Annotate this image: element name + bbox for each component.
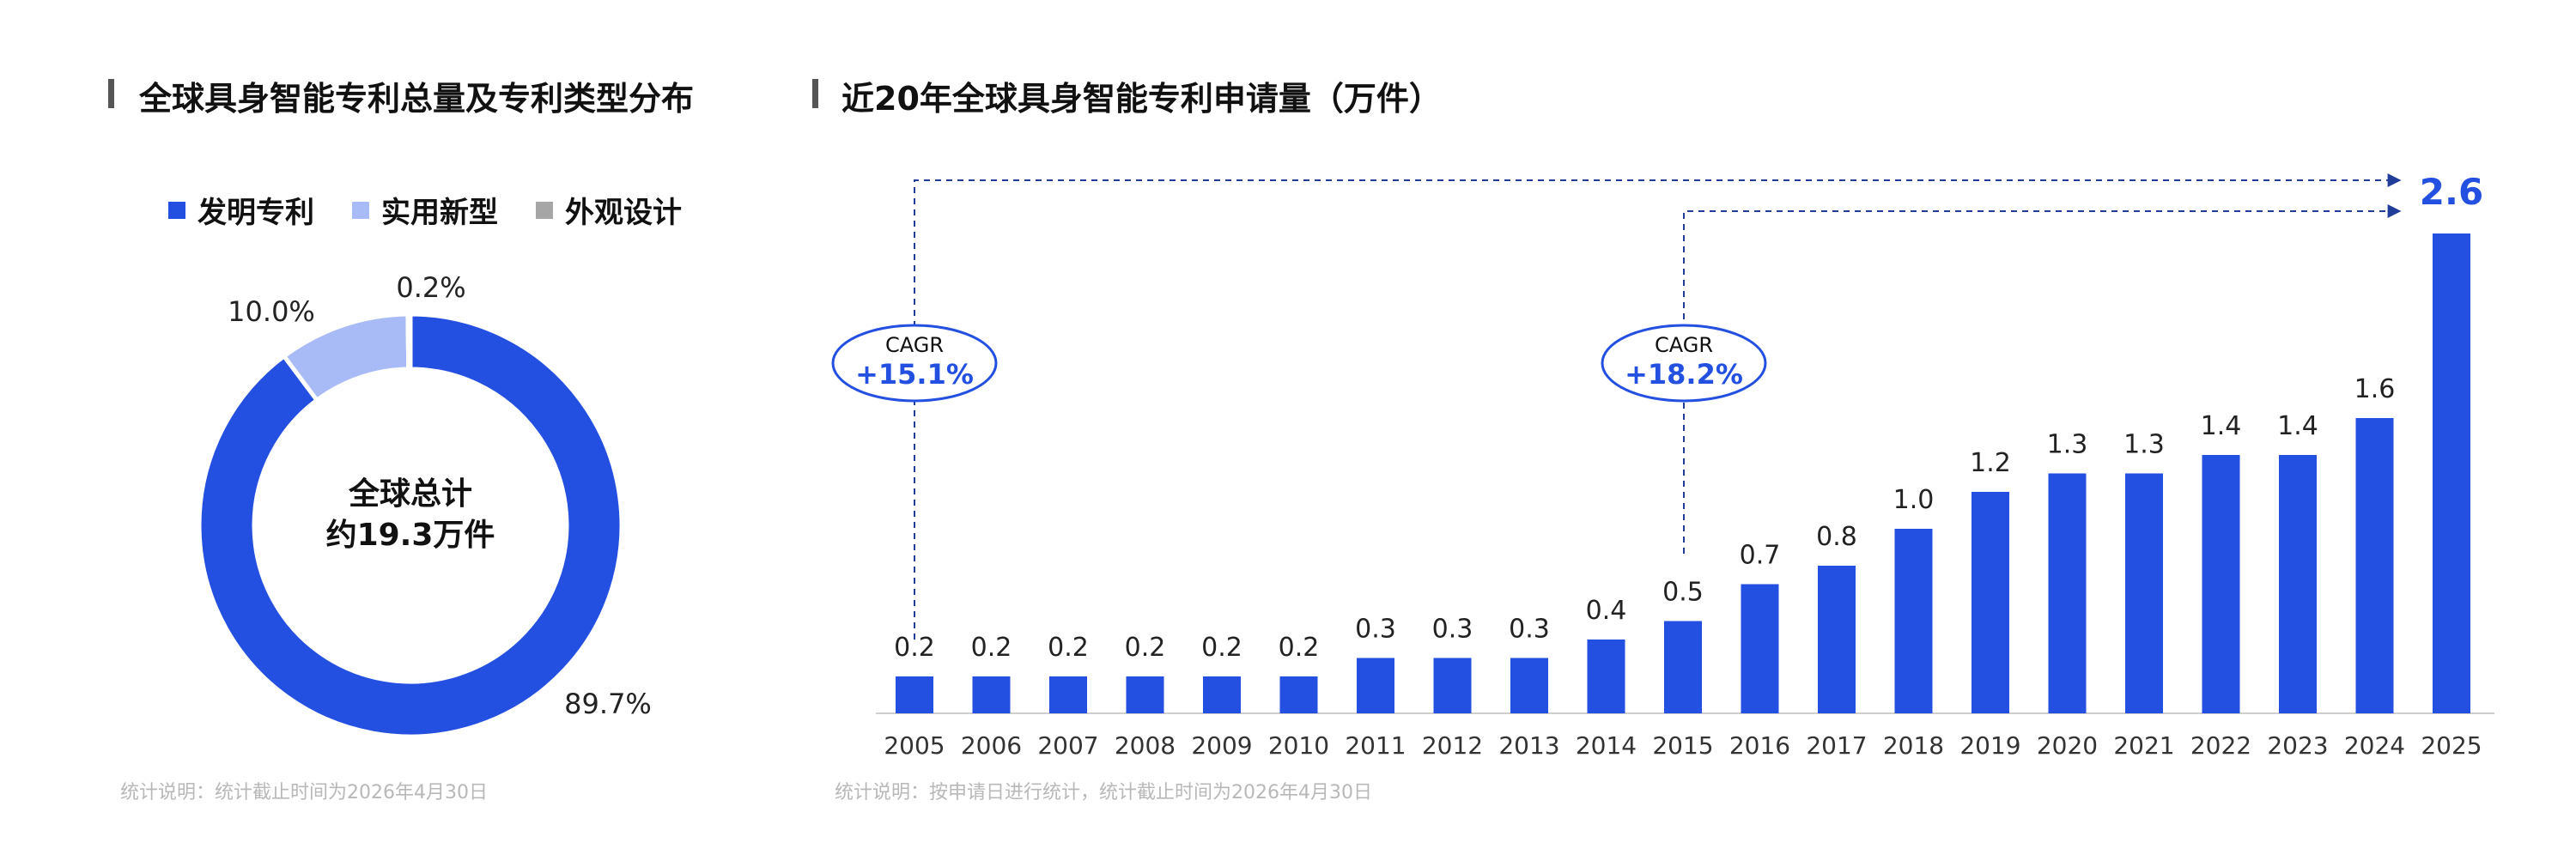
bar-value-label-2016: 0.7 — [1740, 541, 1781, 571]
right-panel-title: 近20年全球具身智能专利申请量（万件） — [841, 80, 1442, 118]
bar-value-label-2006: 0.2 — [971, 633, 1012, 663]
bar-2005 — [896, 676, 933, 713]
bar-value-label-2008: 0.2 — [1125, 633, 1166, 663]
bar-2025 — [2433, 233, 2470, 713]
bar-value-label-2009: 0.2 — [1201, 633, 1242, 663]
legend-label-utility: 实用新型 — [381, 196, 498, 230]
x-tick-label-2019: 2019 — [1959, 731, 2020, 760]
legend-label-design: 外观设计 — [565, 196, 682, 230]
x-tick-label-2014: 2014 — [1576, 731, 1637, 760]
legend-item-invention: 发明专利 — [168, 189, 314, 231]
bar-2016 — [1741, 584, 1779, 713]
x-tick-label-2020: 2020 — [2037, 731, 2098, 760]
bar-2014 — [1587, 640, 1625, 713]
cagr-2-value: +18.2% — [1625, 358, 1743, 391]
donut-slice-invention — [197, 312, 624, 739]
bar-value-label-2024: 1.6 — [2354, 374, 2396, 404]
x-tick-label-2021: 2021 — [2113, 731, 2174, 760]
bar-value-label-2019: 1.2 — [1970, 448, 2011, 478]
bar-value-label-2023: 1.4 — [2277, 411, 2318, 441]
x-tick-label-2016: 2016 — [1729, 731, 1790, 760]
x-tick-label-2007: 2007 — [1037, 731, 1098, 760]
x-tick-label-2008: 2008 — [1115, 731, 1176, 760]
bar-value-label-2021: 1.3 — [2123, 430, 2165, 460]
bar-2015 — [1664, 621, 1702, 713]
bar-2019 — [1971, 492, 2009, 713]
x-tick-label-2005: 2005 — [884, 731, 945, 760]
bar-2017 — [1818, 566, 1856, 713]
bar-value-label-2012: 0.3 — [1432, 615, 1473, 645]
bar-2012 — [1433, 658, 1472, 713]
bar-2018 — [1894, 529, 1933, 713]
bar-2007 — [1049, 676, 1087, 713]
bar-2021 — [2125, 473, 2163, 713]
donut-label-utility: 10.0% — [228, 295, 315, 328]
x-tick-label-2018: 2018 — [1883, 731, 1944, 760]
bar-2024 — [2355, 418, 2394, 713]
cagr-1-value: +15.1% — [855, 358, 974, 391]
x-tick-label-2023: 2023 — [2267, 731, 2328, 760]
donut-label-design: 0.2% — [396, 271, 465, 304]
bar-2022 — [2202, 455, 2240, 713]
x-tick-label-2009: 2009 — [1191, 731, 1252, 760]
bar-2006 — [972, 676, 1011, 713]
bar-value-label-2015: 0.5 — [1662, 578, 1704, 608]
bar-value-label-2013: 0.3 — [1509, 615, 1550, 645]
donut-chart: 89.7% 10.0% 0.2% 全球总计 约19.3万件 — [197, 271, 652, 739]
bar-value-label-2011: 0.3 — [1355, 615, 1396, 645]
bar-value-label-2014: 0.4 — [1586, 596, 1627, 626]
donut-slice-design — [405, 312, 413, 372]
x-tick-label-2010: 2010 — [1268, 731, 1329, 760]
donut-center-line2: 约19.3万件 — [326, 518, 495, 553]
donut-center-line1: 全球总计 — [348, 476, 472, 512]
x-tick-label-2022: 2022 — [2190, 731, 2251, 760]
cagr-1-connector — [914, 173, 2402, 640]
left-panel-title: 全球具身智能专利总量及专利类型分布 — [139, 80, 695, 118]
x-tick-label-2012: 2012 — [1422, 731, 1483, 760]
left-panel-note: 统计说明：统计截止时间为2026年4月30日 — [120, 782, 488, 803]
bar-value-label-2017: 0.8 — [1816, 522, 1857, 552]
legend-swatch-design — [536, 201, 553, 219]
x-tick-label-2024: 2024 — [2344, 731, 2405, 760]
x-tick-label-2013: 2013 — [1498, 731, 1559, 760]
cagr-2-label: CAGR — [1655, 333, 1713, 357]
right-title-marker — [812, 79, 818, 108]
bar-2023 — [2279, 455, 2317, 713]
bar-2010 — [1279, 676, 1318, 713]
bar-2009 — [1203, 676, 1241, 713]
donut-label-invention: 89.7% — [564, 688, 652, 720]
legend-swatch-invention — [168, 201, 185, 219]
bar-value-label-2010: 0.2 — [1279, 633, 1320, 663]
bar-2011 — [1357, 658, 1394, 713]
x-tick-label-2025: 2025 — [2421, 731, 2482, 760]
bar-value-label-2020: 1.3 — [2047, 430, 2088, 460]
cagr-1-label: CAGR — [885, 333, 944, 357]
cagr-2-ellipse — [1601, 324, 1767, 403]
legend-item-design: 外观设计 — [536, 189, 682, 231]
legend-swatch-utility — [352, 201, 369, 219]
bar-2013 — [1510, 658, 1548, 713]
x-tick-label-2017: 2017 — [1806, 731, 1867, 760]
legend-item-utility: 实用新型 — [352, 189, 498, 231]
bar-value-label-2018: 1.0 — [1893, 485, 1935, 515]
right-panel-note: 统计说明：按申请日进行统计，统计截止时间为2026年4月30日 — [835, 782, 1372, 803]
bar-2008 — [1126, 676, 1164, 713]
legend-label-invention: 发明专利 — [197, 196, 314, 230]
bar-value-label-2007: 0.2 — [1048, 633, 1089, 663]
x-tick-label-2006: 2006 — [961, 731, 1022, 760]
cagr-1-ellipse — [831, 324, 998, 403]
bar-value-label-2025: 2.6 — [2420, 171, 2483, 213]
x-tick-label-2015: 2015 — [1652, 731, 1713, 760]
cagr-2-connector — [1683, 204, 2402, 554]
left-title-marker — [108, 79, 114, 108]
bar-value-label-2022: 1.4 — [2201, 411, 2242, 441]
bar-2020 — [2048, 473, 2087, 713]
x-tick-label-2011: 2011 — [1345, 731, 1406, 760]
pie-legend: 发明专利 实用新型 外观设计 — [168, 189, 682, 231]
